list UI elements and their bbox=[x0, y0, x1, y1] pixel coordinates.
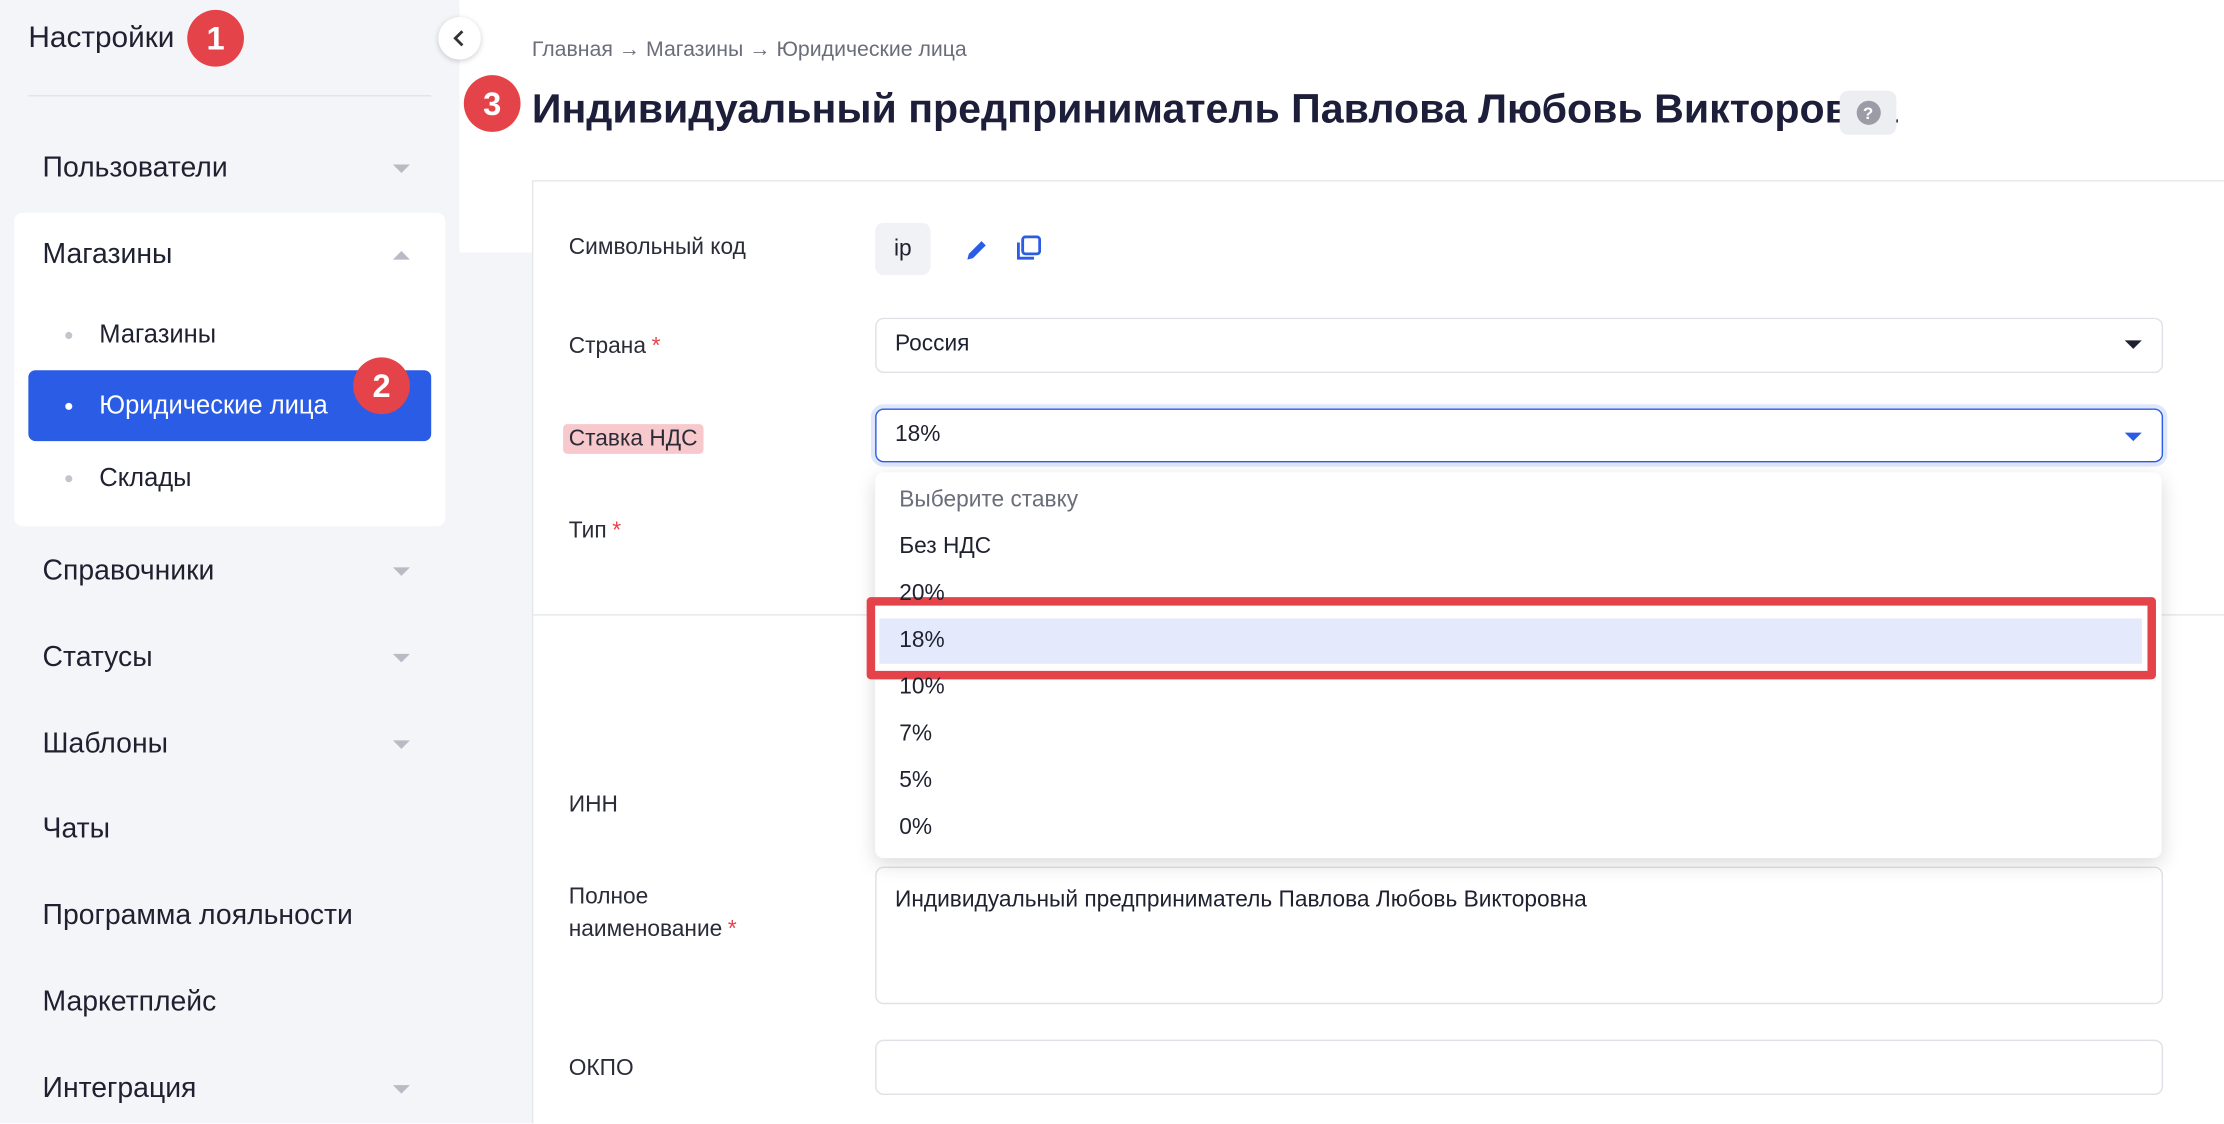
field-label: Тип * bbox=[569, 519, 621, 545]
dropdown-option[interactable]: 18% bbox=[899, 628, 945, 653]
field-label: ИНН bbox=[569, 793, 618, 819]
field-label: ОКПО bbox=[569, 1057, 634, 1083]
menu-chevron bbox=[392, 164, 410, 174]
field-label: Страна * bbox=[569, 335, 661, 361]
required-mark: * bbox=[612, 519, 622, 544]
badge: 2 bbox=[353, 357, 410, 415]
field-label: Полное наименование * bbox=[569, 881, 753, 946]
gutter bbox=[459, 252, 532, 1124]
menu-chevron bbox=[392, 740, 410, 749]
okpo-input[interactable] bbox=[875, 1039, 2164, 1096]
menu-item[interactable]: Маркетплейс bbox=[42, 986, 217, 1018]
required-mark: * bbox=[727, 917, 737, 942]
help-icon: ? bbox=[1855, 100, 1881, 125]
copy-icon[interactable] bbox=[1016, 235, 1042, 261]
label-text: Страна bbox=[568, 334, 646, 359]
dropdown-option[interactable]: 0% bbox=[899, 815, 933, 840]
label-text: Полное наименование bbox=[568, 885, 723, 942]
dropdown-option[interactable]: 7% bbox=[899, 721, 933, 747]
menu-item[interactable]: Пользователи bbox=[42, 152, 228, 184]
divider bbox=[28, 95, 432, 97]
label-text: ИНН bbox=[568, 792, 618, 817]
menu-item[interactable]: Чаты bbox=[42, 813, 111, 845]
menu-chevron bbox=[392, 251, 410, 260]
select-arrow bbox=[2124, 432, 2142, 442]
option-highlight bbox=[879, 618, 2142, 664]
dropdown-option[interactable]: Без НДС bbox=[899, 534, 992, 559]
badge: 1 bbox=[187, 9, 244, 67]
menu-chevron bbox=[392, 567, 410, 576]
full-name-textarea[interactable]: Индивидуальный предприниматель Павлова Л… bbox=[875, 866, 2164, 1005]
edit-icon[interactable] bbox=[965, 237, 991, 263]
sidebar bbox=[0, 0, 460, 1124]
badge: 3 bbox=[463, 75, 521, 132]
bullet bbox=[65, 475, 73, 483]
menu-item[interactable]: Магазины bbox=[42, 239, 173, 271]
menu-chevron bbox=[392, 653, 410, 663]
dropdown bbox=[875, 472, 2162, 859]
bullet bbox=[65, 402, 73, 410]
submenu-item[interactable]: Юридические лица bbox=[99, 390, 328, 420]
label-text: Символьный код bbox=[568, 235, 746, 260]
field-label: Символьный код bbox=[569, 235, 746, 261]
country-select[interactable]: Россия bbox=[875, 317, 2164, 374]
menu-item[interactable]: Интеграция bbox=[42, 1073, 197, 1105]
collapse-button[interactable] bbox=[438, 17, 481, 60]
code-value: ip bbox=[875, 222, 931, 276]
textarea-value: Индивидуальный предприниматель Павлова Л… bbox=[895, 887, 1587, 913]
menu-item[interactable]: Справочники bbox=[42, 555, 215, 587]
label-text: ОКПО bbox=[568, 1056, 634, 1081]
menu-chevron bbox=[392, 1085, 410, 1094]
annotation-frame bbox=[866, 597, 2156, 680]
select-arrow bbox=[2124, 340, 2142, 349]
help-button[interactable]: ? bbox=[1839, 90, 1897, 135]
submenu-item[interactable]: Магазины bbox=[99, 319, 217, 349]
field-label: Ставка НДС bbox=[563, 424, 704, 454]
select-value: Россия bbox=[895, 331, 970, 357]
menu-item[interactable]: Программа лояльности bbox=[42, 899, 353, 932]
submenu-item[interactable]: Склады bbox=[99, 463, 192, 492]
chevron-left bbox=[453, 30, 464, 47]
page-title: Индивидуальный предприниматель Павлова Л… bbox=[531, 87, 1898, 133]
dropdown-option[interactable]: 10% bbox=[899, 675, 945, 700]
label-text: Тип bbox=[568, 519, 607, 544]
breadcrumb[interactable]: Главная → Магазины → Юридические лица bbox=[531, 37, 967, 62]
select-value: 18% bbox=[895, 422, 941, 447]
dropdown-option[interactable]: 20% bbox=[899, 581, 945, 606]
vat-select[interactable]: 18% bbox=[875, 408, 2164, 463]
sidebar-title: Настройки bbox=[28, 21, 175, 54]
dropdown-option: Выберите ставку bbox=[899, 487, 1079, 513]
bullet bbox=[65, 331, 73, 339]
required-mark: * bbox=[651, 334, 661, 359]
menu-item[interactable]: Шаблоны bbox=[42, 728, 169, 760]
label-text: Ставка НДС bbox=[563, 424, 704, 454]
menu-item[interactable]: Статусы bbox=[42, 641, 153, 674]
dropdown-option[interactable]: 5% bbox=[899, 768, 933, 793]
